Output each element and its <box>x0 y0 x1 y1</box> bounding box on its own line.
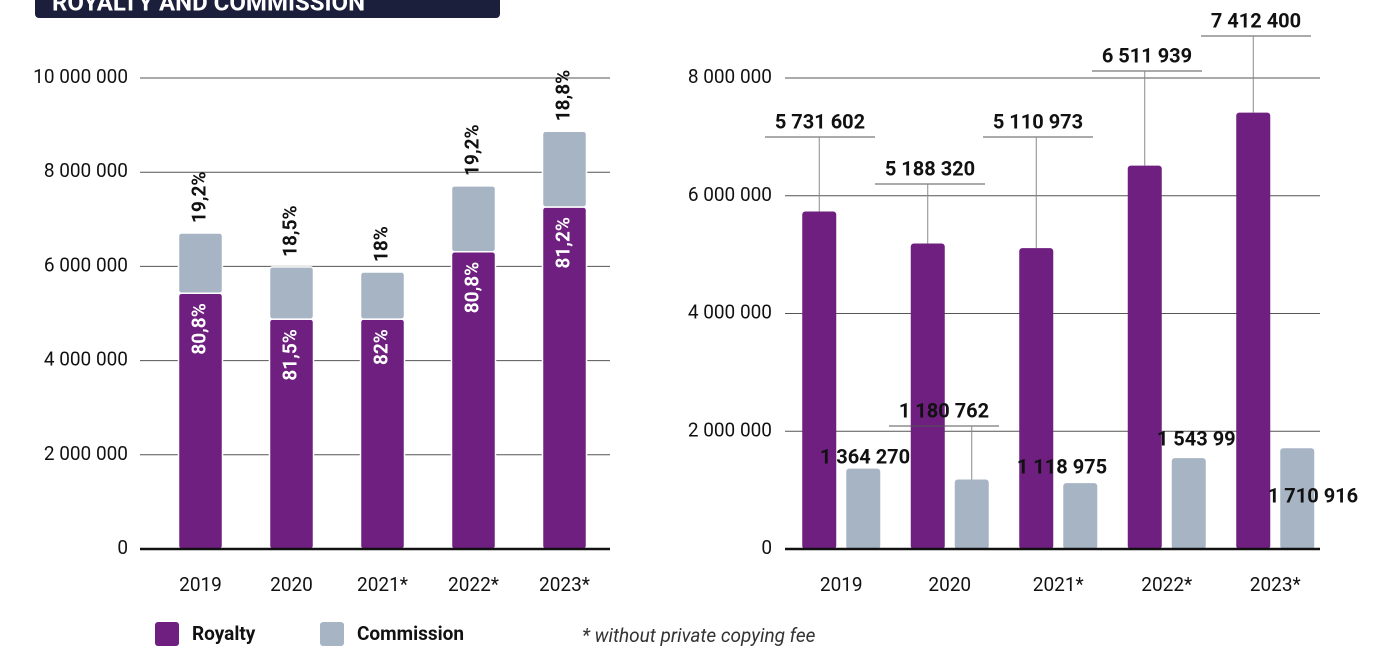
value-label: 1 118 975 <box>1017 454 1107 478</box>
x-tick-label: 2023* <box>1250 573 1301 596</box>
legend-swatch <box>320 622 344 646</box>
bar-segment <box>450 185 497 253</box>
bar <box>846 468 881 549</box>
y-tick-label: 6 000 000 <box>688 183 772 206</box>
value-label: 1 543 990 <box>1157 426 1247 450</box>
share-label: 19,2% <box>188 172 211 223</box>
y-tick-label: 2 000 000 <box>44 442 128 465</box>
bar <box>1171 458 1206 549</box>
legend-swatch <box>155 622 179 646</box>
value-label: 5 188 320 <box>885 156 975 180</box>
y-tick-label: 8 000 000 <box>688 65 772 88</box>
y-tick-label: 2 000 000 <box>688 418 772 441</box>
bar <box>1019 248 1054 549</box>
share-label: 18,5% <box>279 205 302 256</box>
bar <box>1063 483 1098 549</box>
x-tick-label: 2021* <box>1033 573 1084 596</box>
y-tick-label: 6 000 000 <box>44 253 128 276</box>
title-box <box>35 0 500 18</box>
bar-segment <box>541 130 588 208</box>
bar <box>802 211 837 549</box>
y-tick-label: 4 000 000 <box>44 348 128 371</box>
y-tick-label: 0 <box>761 536 772 559</box>
bar <box>954 479 989 549</box>
y-tick-label: 8 000 000 <box>44 159 128 182</box>
share-label: 80,8% <box>461 262 484 313</box>
x-tick-label: 2019 <box>820 573 863 596</box>
bar <box>1127 165 1162 549</box>
share-label: 18,8% <box>552 70 575 121</box>
y-tick-label: 4 000 000 <box>688 301 772 324</box>
bar-segment <box>268 266 315 320</box>
share-label: 81,5% <box>279 329 302 380</box>
x-tick-label: 2022* <box>448 573 499 596</box>
value-label: 5 110 973 <box>993 109 1083 133</box>
value-label: 1 710 916 <box>1268 483 1358 507</box>
value-label: 6 511 939 <box>1102 43 1192 67</box>
x-tick-label: 2020 <box>928 573 971 596</box>
footnote: * without private copying fee <box>582 624 816 647</box>
x-tick-label: 2019 <box>179 573 222 596</box>
share-label: 82% <box>370 329 393 365</box>
share-label: 19,2% <box>461 124 484 175</box>
x-tick-label: 2022* <box>1141 573 1192 596</box>
y-tick-label: 0 <box>117 536 128 559</box>
y-tick-label: 10 000 000 <box>33 65 128 88</box>
share-label: 80,8% <box>188 303 211 354</box>
chart-title: ROYALTY AND COMMISSION <box>52 0 365 16</box>
legend-label: Commission <box>357 622 464 645</box>
value-label: 5 731 602 <box>775 109 865 133</box>
x-tick-label: 2021* <box>357 573 408 596</box>
share-label: 18% <box>370 226 393 262</box>
bar-segment <box>359 271 406 320</box>
share-label: 81,2% <box>552 217 575 268</box>
bar-segment <box>177 232 224 294</box>
value-label: 7 412 400 <box>1211 8 1301 32</box>
bar <box>910 243 945 549</box>
bar <box>1236 112 1271 550</box>
legend-label: Royalty <box>192 622 256 645</box>
x-tick-label: 2020 <box>270 573 313 596</box>
x-tick-label: 2023* <box>539 573 590 596</box>
value-label: 1 364 270 <box>820 444 910 468</box>
value-label: 1 180 762 <box>899 398 989 422</box>
bar <box>1280 448 1315 549</box>
